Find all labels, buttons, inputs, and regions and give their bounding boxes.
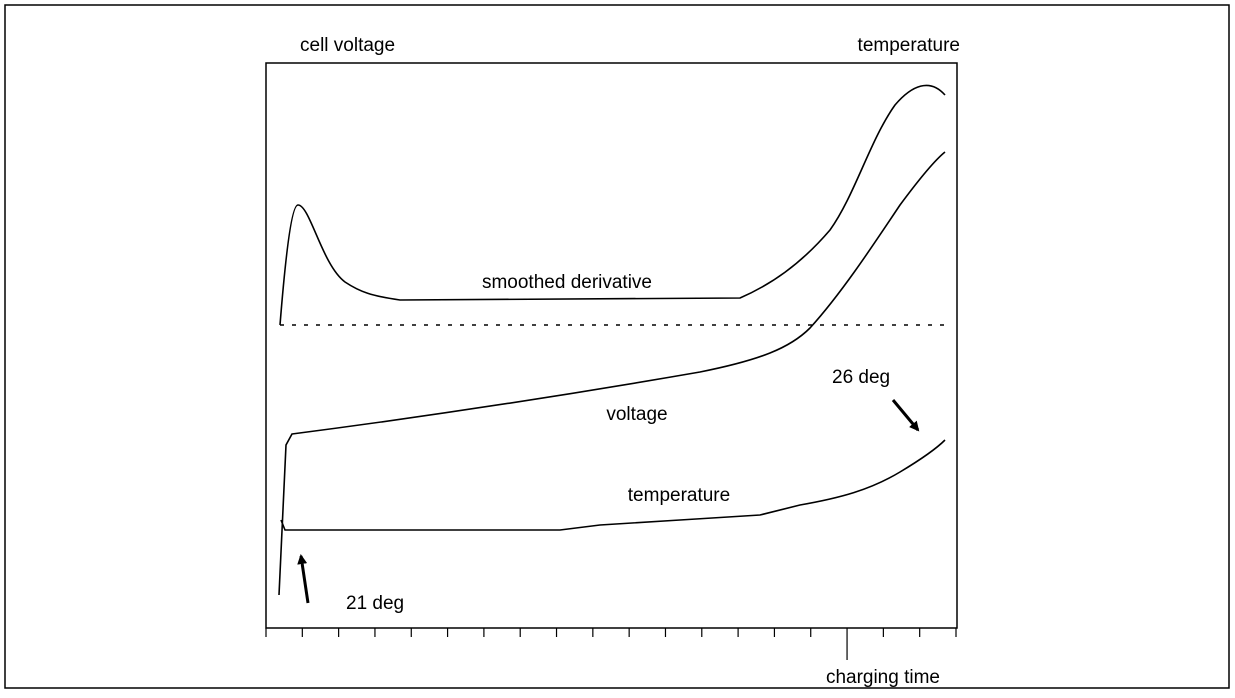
arrow xyxy=(891,399,920,432)
annotation: 26 deg xyxy=(832,367,890,388)
voltage-curve xyxy=(278,151,946,596)
frame xyxy=(4,4,1230,689)
left-axis-label: cell voltage xyxy=(300,35,395,56)
x-axis-ticks xyxy=(265,628,957,660)
plot-box xyxy=(265,62,958,629)
curve-label: smoothed derivative xyxy=(482,272,652,293)
arrow xyxy=(297,554,310,604)
temperature-curve xyxy=(280,439,946,531)
curve-label: voltage xyxy=(606,404,667,425)
curve-label: temperature xyxy=(628,485,730,506)
annotation: 21 deg xyxy=(346,593,404,614)
right-axis-label: temperature xyxy=(858,35,960,56)
derivative-curve xyxy=(279,84,946,326)
x-axis-label: charging time xyxy=(826,667,940,688)
